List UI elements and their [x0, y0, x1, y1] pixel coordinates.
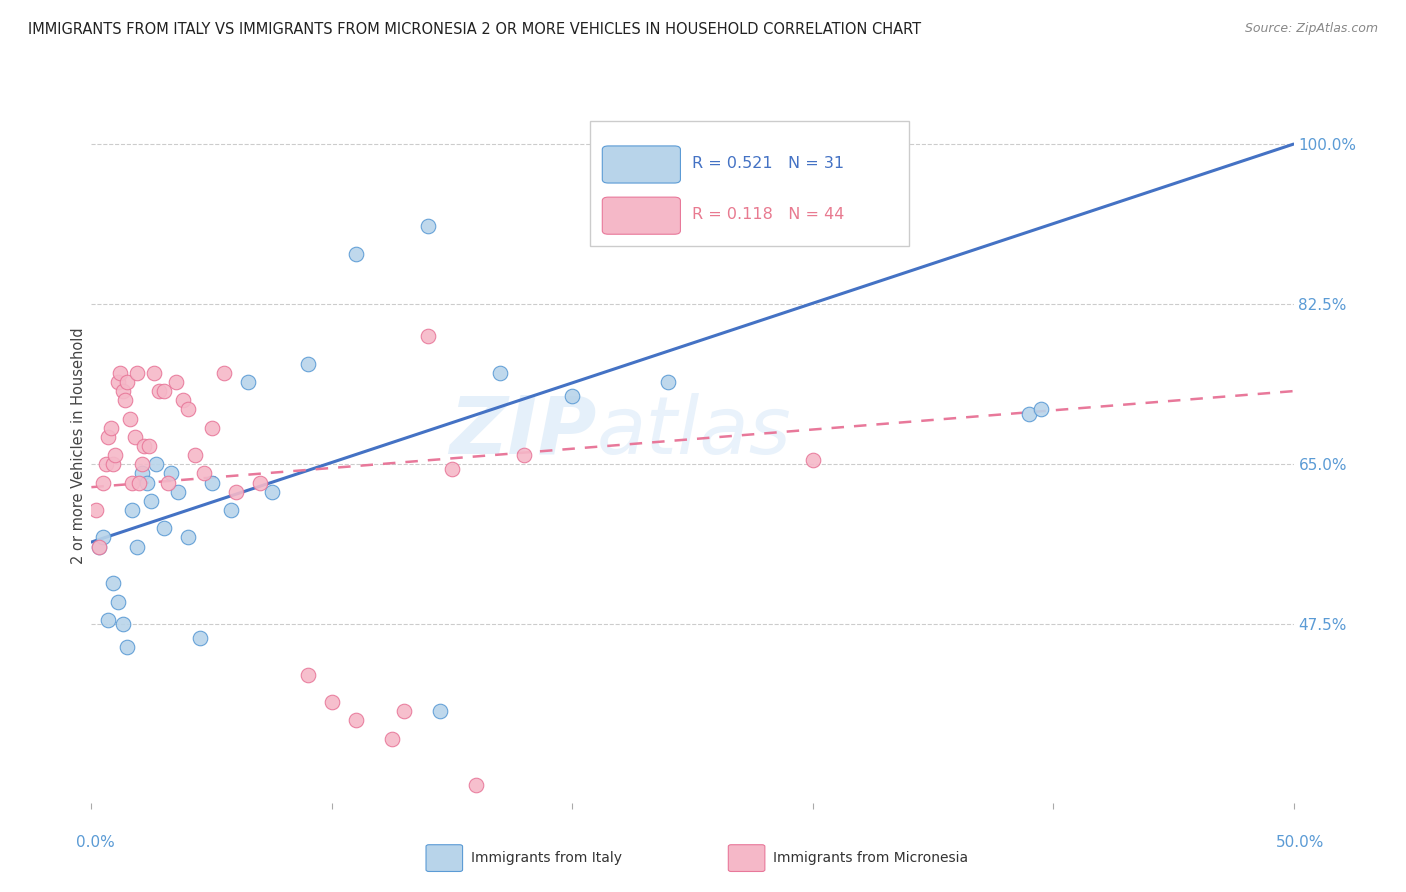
Point	[297, 667, 319, 681]
Point	[87, 540, 110, 554]
Point	[249, 475, 271, 490]
Point	[152, 384, 174, 398]
Point	[416, 219, 439, 234]
Point	[142, 366, 165, 380]
FancyBboxPatch shape	[602, 146, 681, 183]
Point	[321, 695, 343, 709]
Point	[561, 389, 583, 403]
Point	[97, 613, 120, 627]
Text: Source: ZipAtlas.com: Source: ZipAtlas.com	[1244, 22, 1378, 36]
Point	[167, 484, 190, 499]
Point	[344, 714, 367, 728]
Point	[193, 467, 215, 481]
Point	[131, 467, 153, 481]
Point	[93, 531, 115, 545]
Point	[219, 503, 242, 517]
Point	[184, 448, 207, 462]
Point	[260, 484, 283, 499]
Point	[188, 631, 211, 645]
Point	[110, 366, 132, 380]
Point	[297, 357, 319, 371]
Point	[381, 731, 404, 746]
Point	[172, 393, 194, 408]
Text: Immigrants from Italy: Immigrants from Italy	[471, 851, 621, 865]
Point	[465, 777, 488, 791]
Point	[141, 494, 163, 508]
Point	[125, 366, 148, 380]
Point	[97, 430, 120, 444]
Point	[135, 475, 157, 490]
Y-axis label: 2 or more Vehicles in Household: 2 or more Vehicles in Household	[70, 327, 86, 565]
Point	[176, 402, 198, 417]
Point	[200, 420, 222, 434]
FancyBboxPatch shape	[591, 121, 908, 246]
Point	[145, 458, 167, 472]
Text: IMMIGRANTS FROM ITALY VS IMMIGRANTS FROM MICRONESIA 2 OR MORE VEHICLES IN HOUSEH: IMMIGRANTS FROM ITALY VS IMMIGRANTS FROM…	[28, 22, 921, 37]
Point	[176, 531, 198, 545]
Point	[200, 475, 222, 490]
Point	[118, 411, 141, 425]
Point	[114, 393, 136, 408]
Point	[125, 540, 148, 554]
Point	[121, 475, 143, 490]
Point	[121, 503, 143, 517]
Point	[134, 439, 156, 453]
Point	[513, 448, 536, 462]
Text: R = 0.521   N = 31: R = 0.521 N = 31	[692, 156, 845, 171]
Point	[124, 430, 146, 444]
Point	[440, 462, 463, 476]
Point	[107, 594, 129, 608]
Text: R = 0.118   N = 44: R = 0.118 N = 44	[692, 208, 845, 222]
Point	[212, 366, 235, 380]
Point	[138, 439, 160, 453]
FancyBboxPatch shape	[602, 197, 681, 235]
Point	[489, 366, 512, 380]
Point	[159, 467, 181, 481]
Point	[392, 704, 415, 718]
Point	[416, 329, 439, 343]
Point	[128, 475, 150, 490]
Point	[117, 375, 139, 389]
Point	[100, 420, 122, 434]
Point	[111, 384, 134, 398]
Point	[657, 375, 679, 389]
Point	[344, 247, 367, 261]
Point	[93, 475, 115, 490]
Text: atlas: atlas	[596, 392, 792, 471]
Point	[152, 521, 174, 535]
Point	[104, 448, 127, 462]
Point	[101, 458, 124, 472]
Point	[111, 617, 134, 632]
Point	[225, 484, 247, 499]
Text: Immigrants from Micronesia: Immigrants from Micronesia	[773, 851, 969, 865]
Point	[117, 640, 139, 655]
Point	[101, 576, 124, 591]
Point	[131, 458, 153, 472]
Point	[157, 475, 180, 490]
Text: 0.0%: 0.0%	[76, 836, 115, 850]
Point	[236, 375, 259, 389]
Point	[165, 375, 187, 389]
Text: 50.0%: 50.0%	[1277, 836, 1324, 850]
Point	[1029, 402, 1052, 417]
Point	[84, 503, 107, 517]
Point	[94, 458, 117, 472]
Point	[429, 704, 451, 718]
Point	[801, 452, 824, 467]
Point	[1018, 407, 1040, 421]
Text: ZIP: ZIP	[449, 392, 596, 471]
Point	[107, 375, 129, 389]
Point	[87, 540, 110, 554]
Point	[148, 384, 170, 398]
